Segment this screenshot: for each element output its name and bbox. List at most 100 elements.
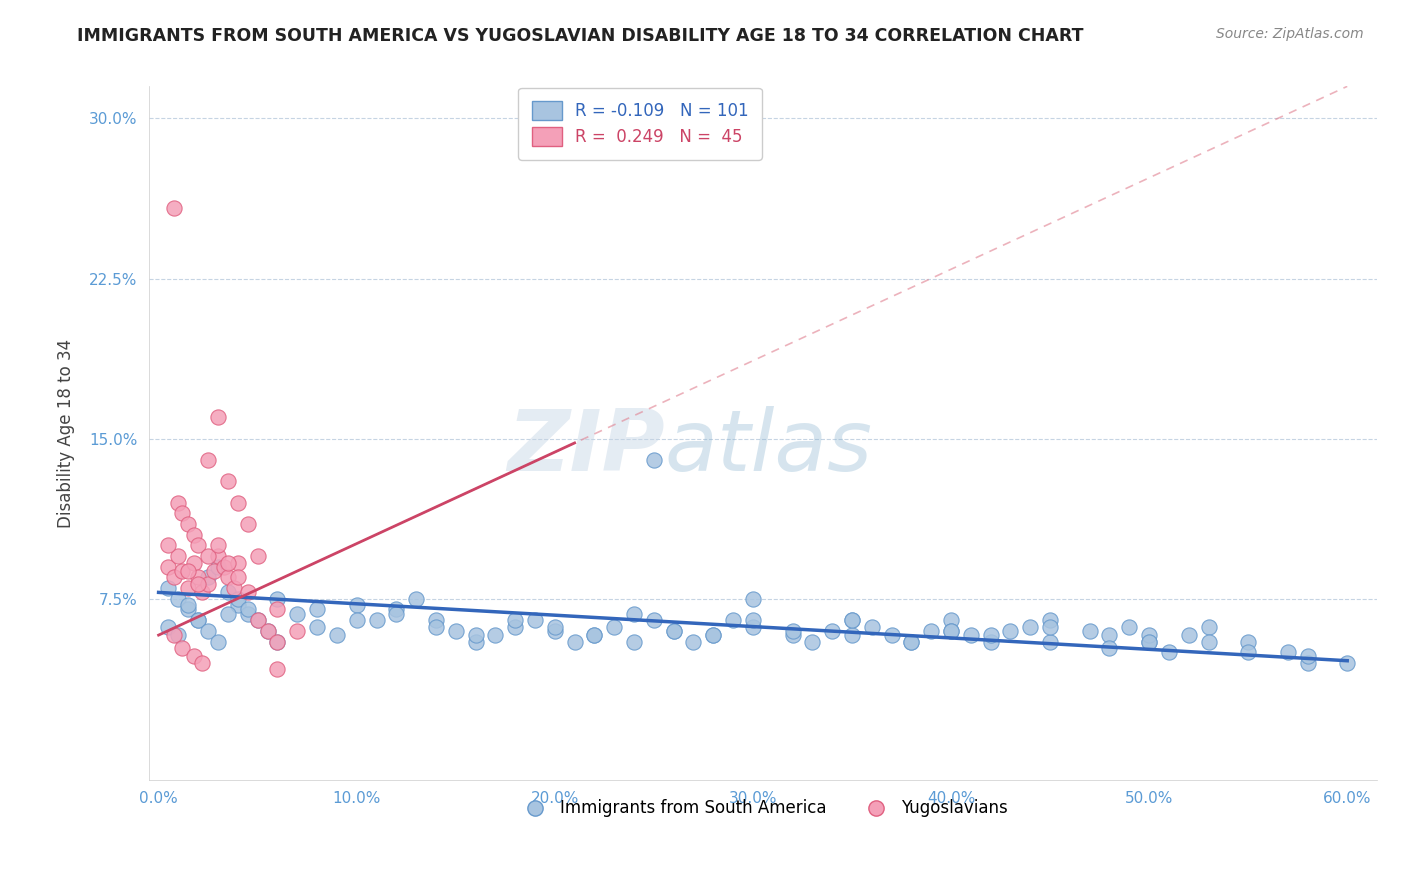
Text: IMMIGRANTS FROM SOUTH AMERICA VS YUGOSLAVIAN DISABILITY AGE 18 TO 34 CORRELATION: IMMIGRANTS FROM SOUTH AMERICA VS YUGOSLA…: [77, 27, 1084, 45]
Point: [266, 634, 288, 648]
Point: [980, 634, 1002, 648]
Point: [163, 570, 186, 584]
Point: [1198, 634, 1220, 648]
Point: [782, 628, 804, 642]
Point: [1296, 656, 1319, 670]
Point: [1237, 645, 1260, 659]
Point: [187, 538, 209, 552]
Point: [1019, 619, 1042, 633]
Point: [167, 549, 190, 563]
Point: [385, 607, 408, 621]
Point: [236, 585, 259, 599]
Point: [177, 581, 200, 595]
Point: [212, 559, 235, 574]
Point: [202, 564, 225, 578]
Point: [172, 507, 194, 521]
Point: [623, 634, 645, 648]
Point: [285, 607, 308, 621]
Point: [326, 628, 349, 642]
Point: [1336, 656, 1358, 670]
Point: [191, 656, 214, 670]
Point: [226, 591, 249, 606]
Point: [266, 591, 288, 606]
Point: [236, 607, 259, 621]
Point: [177, 564, 200, 578]
Point: [939, 624, 962, 638]
Point: [741, 613, 763, 627]
Point: [503, 619, 526, 633]
Point: [682, 634, 704, 648]
Point: [1177, 628, 1199, 642]
Point: [1098, 640, 1121, 655]
Point: [900, 634, 922, 648]
Text: ZIP: ZIP: [508, 406, 665, 489]
Text: atlas: atlas: [665, 406, 873, 489]
Point: [217, 475, 239, 489]
Point: [1198, 619, 1220, 633]
Point: [246, 549, 269, 563]
Point: [959, 628, 981, 642]
Point: [191, 585, 214, 599]
Point: [1098, 628, 1121, 642]
Point: [484, 628, 506, 642]
Point: [544, 619, 567, 633]
Text: Source: ZipAtlas.com: Source: ZipAtlas.com: [1216, 27, 1364, 41]
Point: [226, 598, 249, 612]
Point: [346, 598, 368, 612]
Point: [1157, 645, 1180, 659]
Point: [741, 619, 763, 633]
Point: [207, 538, 229, 552]
Y-axis label: Disability Age 18 to 34: Disability Age 18 to 34: [58, 339, 75, 528]
Point: [246, 613, 269, 627]
Point: [163, 628, 186, 642]
Point: [464, 628, 486, 642]
Point: [841, 628, 863, 642]
Point: [187, 613, 209, 627]
Point: [177, 602, 200, 616]
Point: [226, 570, 249, 584]
Point: [172, 564, 194, 578]
Point: [217, 585, 239, 599]
Point: [236, 517, 259, 532]
Point: [524, 613, 547, 627]
Point: [256, 624, 278, 638]
Point: [1039, 634, 1062, 648]
Point: [544, 624, 567, 638]
Point: [226, 556, 249, 570]
Point: [157, 619, 180, 633]
Point: [187, 570, 209, 584]
Point: [564, 634, 586, 648]
Point: [900, 634, 922, 648]
Point: [662, 624, 685, 638]
Point: [266, 662, 288, 676]
Point: [385, 602, 408, 616]
Point: [266, 634, 288, 648]
Point: [1137, 634, 1160, 648]
Point: [920, 624, 942, 638]
Point: [307, 619, 329, 633]
Point: [163, 201, 186, 215]
Point: [1277, 645, 1299, 659]
Point: [1000, 624, 1022, 638]
Point: [1078, 624, 1101, 638]
Point: [236, 602, 259, 616]
Point: [939, 613, 962, 627]
Point: [187, 613, 209, 627]
Point: [1137, 634, 1160, 648]
Point: [366, 613, 388, 627]
Point: [167, 591, 190, 606]
Point: [583, 628, 606, 642]
Point: [741, 591, 763, 606]
Point: [841, 613, 863, 627]
Point: [246, 613, 269, 627]
Point: [197, 570, 219, 584]
Point: [285, 624, 308, 638]
Point: [721, 613, 744, 627]
Point: [222, 581, 245, 595]
Point: [1039, 613, 1062, 627]
Point: [346, 613, 368, 627]
Point: [1137, 628, 1160, 642]
Point: [425, 619, 447, 633]
Point: [217, 556, 239, 570]
Point: [1118, 619, 1140, 633]
